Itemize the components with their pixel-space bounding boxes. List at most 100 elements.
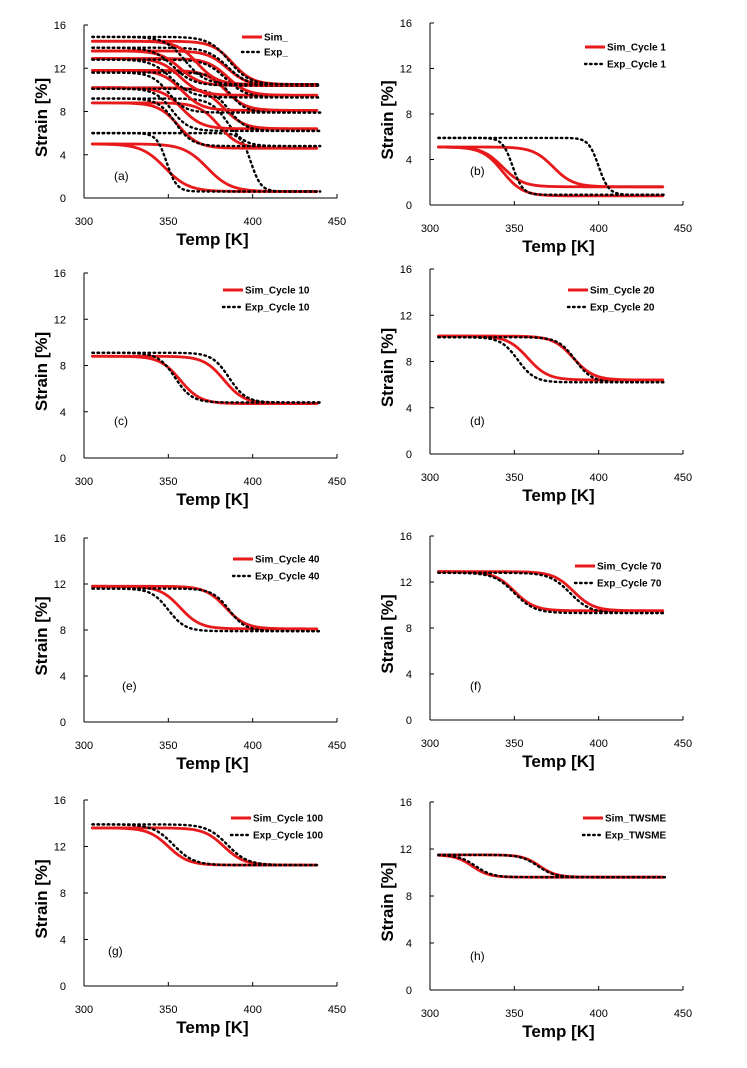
x-tick-label: 300 xyxy=(75,476,93,488)
y-tick-label: 16 xyxy=(54,795,66,807)
y-tick-label: 4 xyxy=(406,403,412,415)
y-tick-label: 16 xyxy=(54,20,66,32)
legend-exp-label: Exp_TWSME xyxy=(605,831,666,842)
x-tick-label: 450 xyxy=(328,216,346,228)
legend-sim-label: Sim_Cycle 1 xyxy=(607,43,666,54)
x-tick-label: 400 xyxy=(243,216,261,228)
y-tick-label: 0 xyxy=(406,715,412,727)
y-tick-label: 16 xyxy=(54,268,66,280)
y-tick-label: 12 xyxy=(400,844,412,856)
y-tick-label: 0 xyxy=(406,449,412,461)
y-tick-label: 12 xyxy=(400,64,412,76)
y-tick-label: 4 xyxy=(60,935,66,947)
y-tick-label: 16 xyxy=(400,264,412,276)
panel-label: (g) xyxy=(108,944,123,958)
x-tick-label: 450 xyxy=(674,1008,692,1020)
sim-curve-cool xyxy=(91,39,319,86)
y-tick-label: 0 xyxy=(60,717,66,729)
x-tick-label: 450 xyxy=(328,476,346,488)
legend-sim-label: Sim_Cycle 100 xyxy=(253,814,323,825)
exp-curve-cool xyxy=(437,136,668,196)
y-tick-label: 4 xyxy=(60,150,66,162)
legend-exp-label: Exp_ xyxy=(264,48,288,59)
x-tick-label: 350 xyxy=(505,738,523,750)
exp-curve-cool xyxy=(437,336,668,384)
y-axis-label: Strain [%] xyxy=(32,596,51,675)
y-tick-label: 16 xyxy=(54,533,66,545)
panel-label: (e) xyxy=(122,679,137,693)
y-tick-label: 8 xyxy=(60,107,66,119)
exp-curve-cool xyxy=(91,97,322,148)
y-tick-label: 4 xyxy=(60,671,66,683)
x-tick-label: 400 xyxy=(589,472,607,484)
sim-curve-cool xyxy=(91,142,319,193)
sim-curve-cool xyxy=(91,354,319,406)
y-tick-label: 16 xyxy=(400,797,412,809)
y-axis-label: Strain [%] xyxy=(32,332,51,411)
panel-label: (h) xyxy=(470,949,485,963)
y-tick-label: 8 xyxy=(60,361,66,373)
y-tick-label: 0 xyxy=(406,985,412,997)
x-tick-label: 400 xyxy=(589,1008,607,1020)
y-tick-label: 8 xyxy=(60,888,66,900)
panel-label: (f) xyxy=(470,679,481,693)
y-axis-label: Strain [%] xyxy=(32,859,51,938)
x-axis-label: Temp [K] xyxy=(522,237,594,256)
x-tick-label: 450 xyxy=(674,223,692,235)
x-tick-label: 450 xyxy=(674,738,692,750)
exp-curve-cool xyxy=(437,571,668,615)
y-tick-label: 12 xyxy=(400,577,412,589)
x-tick-label: 450 xyxy=(328,740,346,752)
y-tick-label: 12 xyxy=(54,63,66,75)
y-axis-label: Strain [%] xyxy=(32,78,51,157)
legend-sim-label: Sim_Cycle 40 xyxy=(255,555,320,566)
y-tick-label: 0 xyxy=(406,200,412,212)
x-tick-label: 350 xyxy=(159,740,177,752)
x-tick-label: 350 xyxy=(159,1004,177,1016)
legend-exp-label: Exp_Cycle 1 xyxy=(607,60,666,71)
panel-label: (d) xyxy=(470,414,485,428)
y-tick-label: 8 xyxy=(406,891,412,903)
exp-curve-heat xyxy=(91,97,322,148)
y-tick-label: 8 xyxy=(406,109,412,121)
x-tick-label: 350 xyxy=(159,216,177,228)
legend-exp-label: Exp_Cycle 10 xyxy=(245,303,310,314)
x-tick-label: 400 xyxy=(243,476,261,488)
sim-curve-heat xyxy=(91,142,319,193)
exp-curve-heat xyxy=(91,351,322,404)
legend-exp-label: Exp_Cycle 40 xyxy=(255,572,320,583)
x-tick-label: 300 xyxy=(75,740,93,752)
x-tick-label: 300 xyxy=(421,1008,439,1020)
y-axis-label: Strain [%] xyxy=(378,862,397,941)
x-axis-label: Temp [K] xyxy=(176,490,248,509)
exp-curve-cool xyxy=(91,58,322,99)
legend-exp-label: Exp_Cycle 100 xyxy=(253,831,323,842)
x-tick-label: 400 xyxy=(589,223,607,235)
x-tick-label: 300 xyxy=(421,472,439,484)
exp-curve-cool xyxy=(91,131,322,193)
y-tick-label: 4 xyxy=(60,407,66,419)
y-axis-label: Strain [%] xyxy=(378,328,397,407)
x-tick-label: 400 xyxy=(243,740,261,752)
x-tick-label: 350 xyxy=(505,223,523,235)
y-tick-label: 0 xyxy=(60,981,66,993)
x-tick-label: 350 xyxy=(505,1008,523,1020)
y-tick-label: 12 xyxy=(54,579,66,591)
x-tick-label: 350 xyxy=(159,476,177,488)
x-tick-label: 450 xyxy=(328,1004,346,1016)
y-tick-label: 8 xyxy=(60,625,66,637)
y-tick-label: 0 xyxy=(60,193,66,205)
panel-label: (a) xyxy=(114,169,129,183)
exp-curve-cool xyxy=(91,71,322,114)
exp-curve-cool xyxy=(91,587,322,633)
sim-curve-cool xyxy=(91,69,319,112)
x-axis-label: Temp [K] xyxy=(522,486,594,505)
x-tick-label: 350 xyxy=(505,472,523,484)
legend-sim-label: Sim_ xyxy=(264,33,288,44)
panel-label: (c) xyxy=(114,414,128,428)
exp-curve-cool xyxy=(91,35,322,86)
legend-sim-label: Sim_Cycle 10 xyxy=(245,286,310,297)
x-tick-label: 300 xyxy=(421,738,439,750)
legend-sim-label: Sim_TWSME xyxy=(605,814,666,825)
